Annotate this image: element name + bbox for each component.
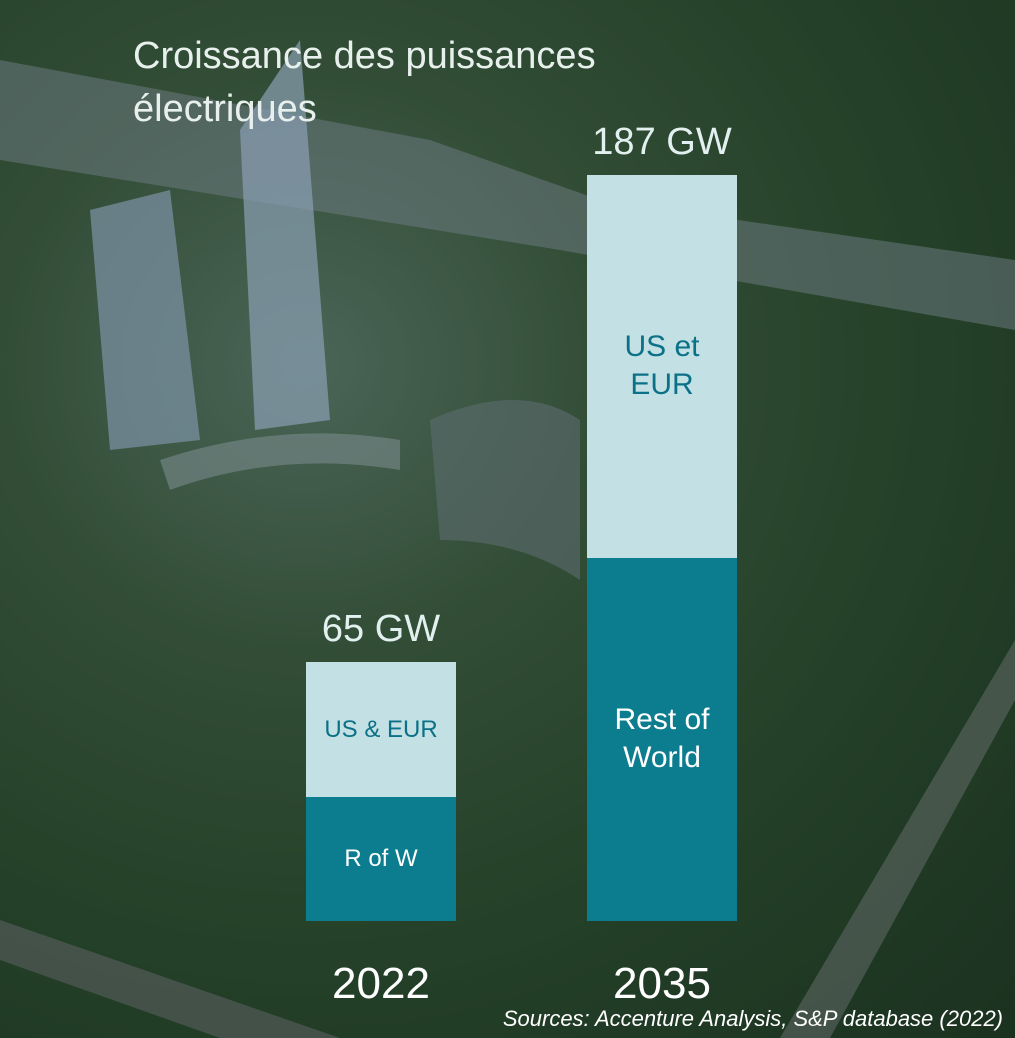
source-note: Sources: Accenture Analysis, S&P databas… [502,1006,1003,1031]
bar-segment: US & EUR [306,661,456,798]
x-tick-label: 2035 [613,959,711,1008]
x-tick-label: 2022 [332,959,430,1008]
total-label: 187 GW [592,121,732,163]
total-label: 65 GW [321,607,441,650]
bar-segment: Rest of World [587,557,737,921]
bar-segment: R of W [306,797,456,921]
bar-segment: US et EUR [587,175,737,558]
chart-title: Croissance des puissances électriques [133,35,596,130]
